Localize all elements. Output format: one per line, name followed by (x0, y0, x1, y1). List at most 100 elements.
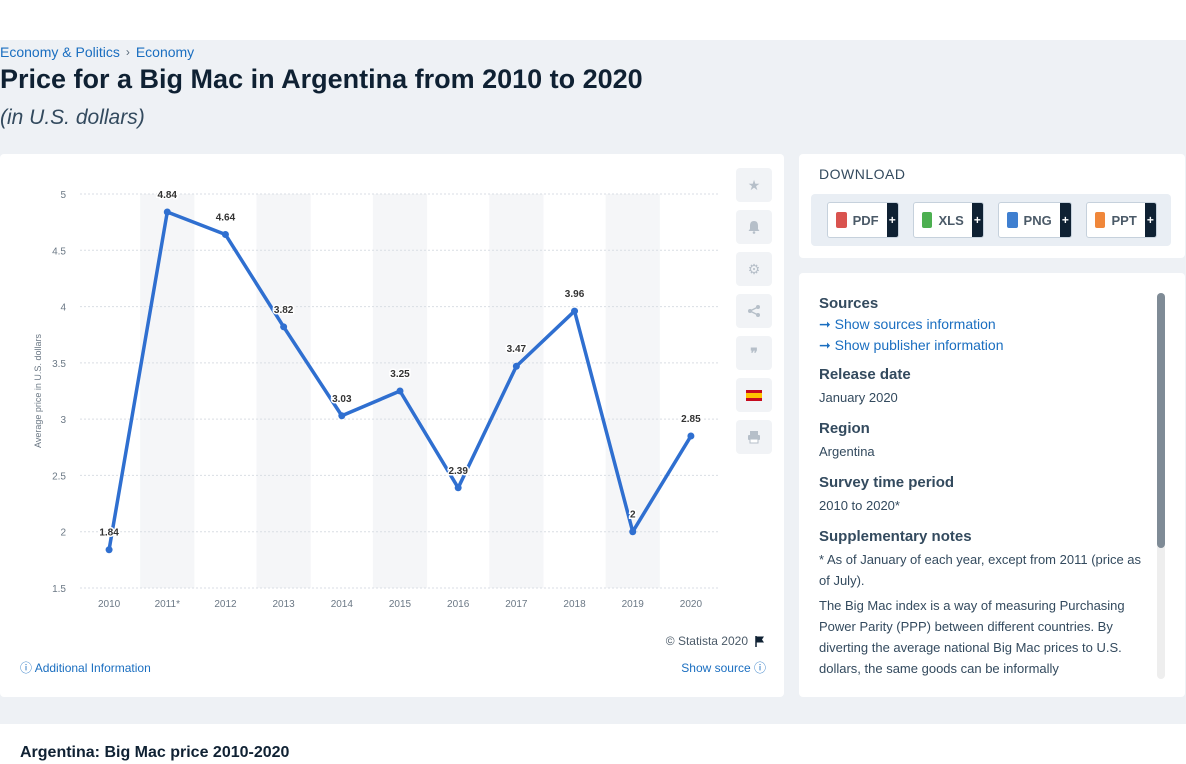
x-tick-label: 2010 (98, 599, 121, 610)
quote-icon[interactable]: ❞ (736, 336, 772, 370)
supplementary-note-1: * As of January of each year, except fro… (819, 552, 1142, 588)
x-tick-label: 2015 (389, 599, 412, 610)
show-publisher-label: Show publisher information (834, 337, 1004, 353)
arrow-right-icon: ➞ (819, 337, 831, 353)
data-label: 4.64 (216, 213, 236, 224)
y-tick-label: 3.5 (52, 359, 66, 370)
chart-credit: © Statista 2020 (666, 634, 766, 648)
page-title: Price for a Big Mac in Argentina from 20… (0, 64, 643, 94)
data-point (454, 484, 462, 492)
data-point (512, 362, 520, 370)
share-icon[interactable] (736, 294, 772, 328)
chart-card: 1.5 2 2.5 3 3.5 4 4.5 5 Average price in U.S. do… (0, 154, 784, 697)
info-content: Sources ➞ Show sources information ➞ Sho… (819, 293, 1151, 679)
data-point (105, 546, 113, 554)
data-point (280, 323, 288, 331)
release-date-heading: Release date (819, 366, 911, 383)
y-tick-label: 2 (60, 528, 66, 539)
release-date-value: January 2020 (819, 390, 898, 405)
data-label: 2 (630, 510, 636, 521)
line-chart: 1.5 2 2.5 3 3.5 4 4.5 5 Average price in U.S. do… (33, 189, 720, 610)
download-buttons: PDF + XLS + PNG + PPT + (811, 194, 1171, 246)
survey-period-heading: Survey time period (819, 474, 955, 491)
y-tick-label: 2.5 (52, 471, 66, 482)
download-png-label: PNG (1023, 212, 1052, 228)
download-pdf-label: PDF (852, 212, 879, 228)
download-card: DOWNLOAD PDF + XLS + PNG + PPT + (799, 154, 1185, 258)
download-xls-label: XLS (938, 212, 964, 228)
star-icon[interactable]: ★ (736, 168, 772, 202)
plus-icon: + (1144, 203, 1156, 237)
data-label: 3.82 (274, 305, 294, 316)
x-tick-label: 2016 (447, 599, 470, 610)
ppt-file-icon (1095, 212, 1106, 228)
data-label: 4.84 (158, 190, 178, 201)
y-axis-label: Average price in U.S. dollars (33, 334, 43, 448)
x-tick-label: 2019 (622, 599, 645, 610)
show-sources-label: Show sources information (834, 316, 996, 332)
chart-column-band (140, 194, 195, 588)
breadcrumb-economy[interactable]: Economy (135, 44, 195, 60)
data-point (221, 231, 229, 239)
show-sources-link[interactable]: ➞ Show sources information (819, 316, 1151, 333)
xls-file-icon (922, 212, 933, 228)
x-tick-label: 2012 (214, 599, 237, 610)
data-label: 1.84 (99, 528, 119, 539)
bottom-title: Argentina: Big Mac price 2010-2020 (20, 744, 290, 761)
x-tick-label: 2018 (563, 599, 586, 610)
chart-column-band (256, 194, 311, 588)
breadcrumb-separator: › (125, 45, 130, 59)
info-icon: ⓘ (20, 661, 33, 675)
plus-icon: + (971, 203, 983, 237)
survey-period-value: 2010 to 2020* (819, 498, 900, 513)
chart-column-band (605, 194, 660, 588)
download-ppt-label: PPT (1111, 212, 1137, 228)
flag-icon[interactable] (754, 635, 766, 647)
data-label: 3.25 (390, 369, 410, 380)
x-tick-label: 2013 (273, 599, 296, 610)
download-xls-button[interactable]: XLS + (913, 202, 984, 238)
chart-column-band (489, 194, 544, 588)
additional-information-link[interactable]: ⓘ Additional Information (20, 659, 151, 676)
region-value: Argentina (819, 444, 875, 459)
data-label: 2.85 (681, 414, 701, 425)
plus-icon: + (886, 203, 898, 237)
data-label: 2.39 (448, 466, 468, 477)
data-label: 3.47 (507, 344, 527, 355)
show-publisher-link[interactable]: ➞ Show publisher information (819, 337, 1151, 354)
scrollbar-thumb[interactable] (1157, 293, 1165, 548)
y-tick-label: 4.5 (52, 246, 66, 257)
show-source-label: Show source (681, 661, 751, 675)
data-point (629, 528, 637, 536)
statista-credit[interactable]: © Statista 2020 (665, 634, 748, 648)
flag-spain-icon[interactable] (736, 378, 772, 412)
arrow-right-icon: ➞ (819, 316, 831, 332)
y-tick-label: 4 (60, 303, 66, 314)
chart-toolbar: ★ ⚙ ❞ (736, 168, 772, 462)
x-tick-label: 2011* (155, 599, 181, 610)
download-png-button[interactable]: PNG + (998, 202, 1072, 238)
png-file-icon (1007, 212, 1018, 228)
show-source-link[interactable]: Show source ⓘ (681, 659, 766, 676)
y-tick-label: 5 (60, 190, 66, 201)
download-pdf-button[interactable]: PDF + (827, 202, 899, 238)
bell-icon[interactable] (736, 210, 772, 244)
region-heading: Region (819, 420, 870, 437)
print-icon[interactable] (736, 420, 772, 454)
breadcrumb: Economy & Politics › Economy (0, 44, 194, 60)
pdf-file-icon (836, 212, 847, 228)
breadcrumb-economy-politics[interactable]: Economy & Politics (0, 44, 120, 60)
x-tick-label: 2020 (680, 599, 703, 610)
download-ppt-button[interactable]: PPT + (1086, 202, 1157, 238)
data-point (338, 412, 346, 420)
data-point (396, 387, 404, 395)
supplementary-note-2: The Big Mac index is a way of measuring … (819, 598, 1125, 676)
top-bar (0, 0, 1186, 40)
info-scrollbar[interactable] (1157, 293, 1165, 679)
supplementary-notes-heading: Supplementary notes (819, 528, 972, 545)
data-point (571, 307, 579, 315)
bottom-card: Argentina: Big Mac price 2010-2020 (0, 724, 1186, 764)
info-card: Sources ➞ Show sources information ➞ Sho… (799, 273, 1185, 697)
data-label: 3.96 (565, 289, 585, 300)
gear-icon[interactable]: ⚙ (736, 252, 772, 286)
